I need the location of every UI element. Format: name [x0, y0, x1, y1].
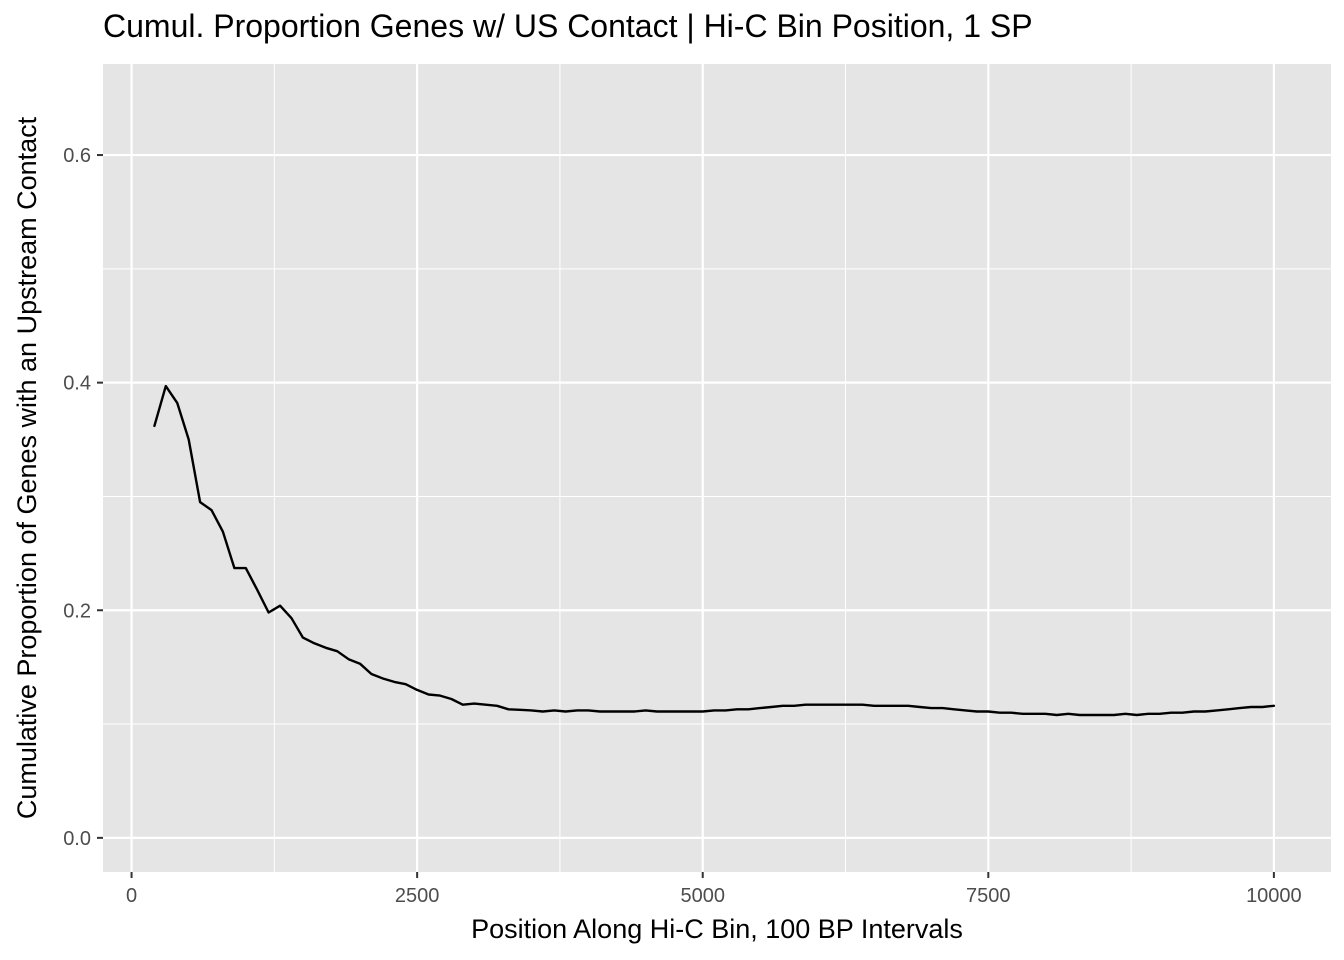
y-tick-label: 0.6: [63, 145, 91, 167]
major-gridlines: [103, 64, 1331, 872]
minor-gridlines: [103, 64, 1331, 872]
x-axis-tick-labels: 0 2500 5000 7500 10000: [126, 885, 1302, 907]
x-tick-label: 0: [126, 885, 137, 907]
y-axis-tick-labels: 0.0 0.2 0.4 0.6: [63, 145, 91, 850]
y-tick-label: 0.4: [63, 373, 91, 395]
series-layer: [153, 384, 1276, 717]
chart-title: Cumul. Proportion Genes w/ US Contact | …: [103, 8, 1033, 44]
axis-ticks: [97, 154, 1275, 878]
x-tick-label: 2500: [395, 885, 440, 907]
plot-panel: [103, 64, 1331, 872]
x-tick-label: 7500: [966, 885, 1011, 907]
x-axis-title: Position Along Hi-C Bin, 100 BP Interval…: [471, 914, 963, 944]
y-axis-title: Cumulative Proportion of Genes with an U…: [12, 116, 42, 819]
y-tick-label: 0.2: [63, 600, 91, 622]
series-line: [153, 384, 1276, 717]
x-tick-label: 5000: [680, 885, 725, 907]
y-tick-label: 0.0: [63, 828, 91, 850]
x-tick-label: 10000: [1246, 885, 1302, 907]
